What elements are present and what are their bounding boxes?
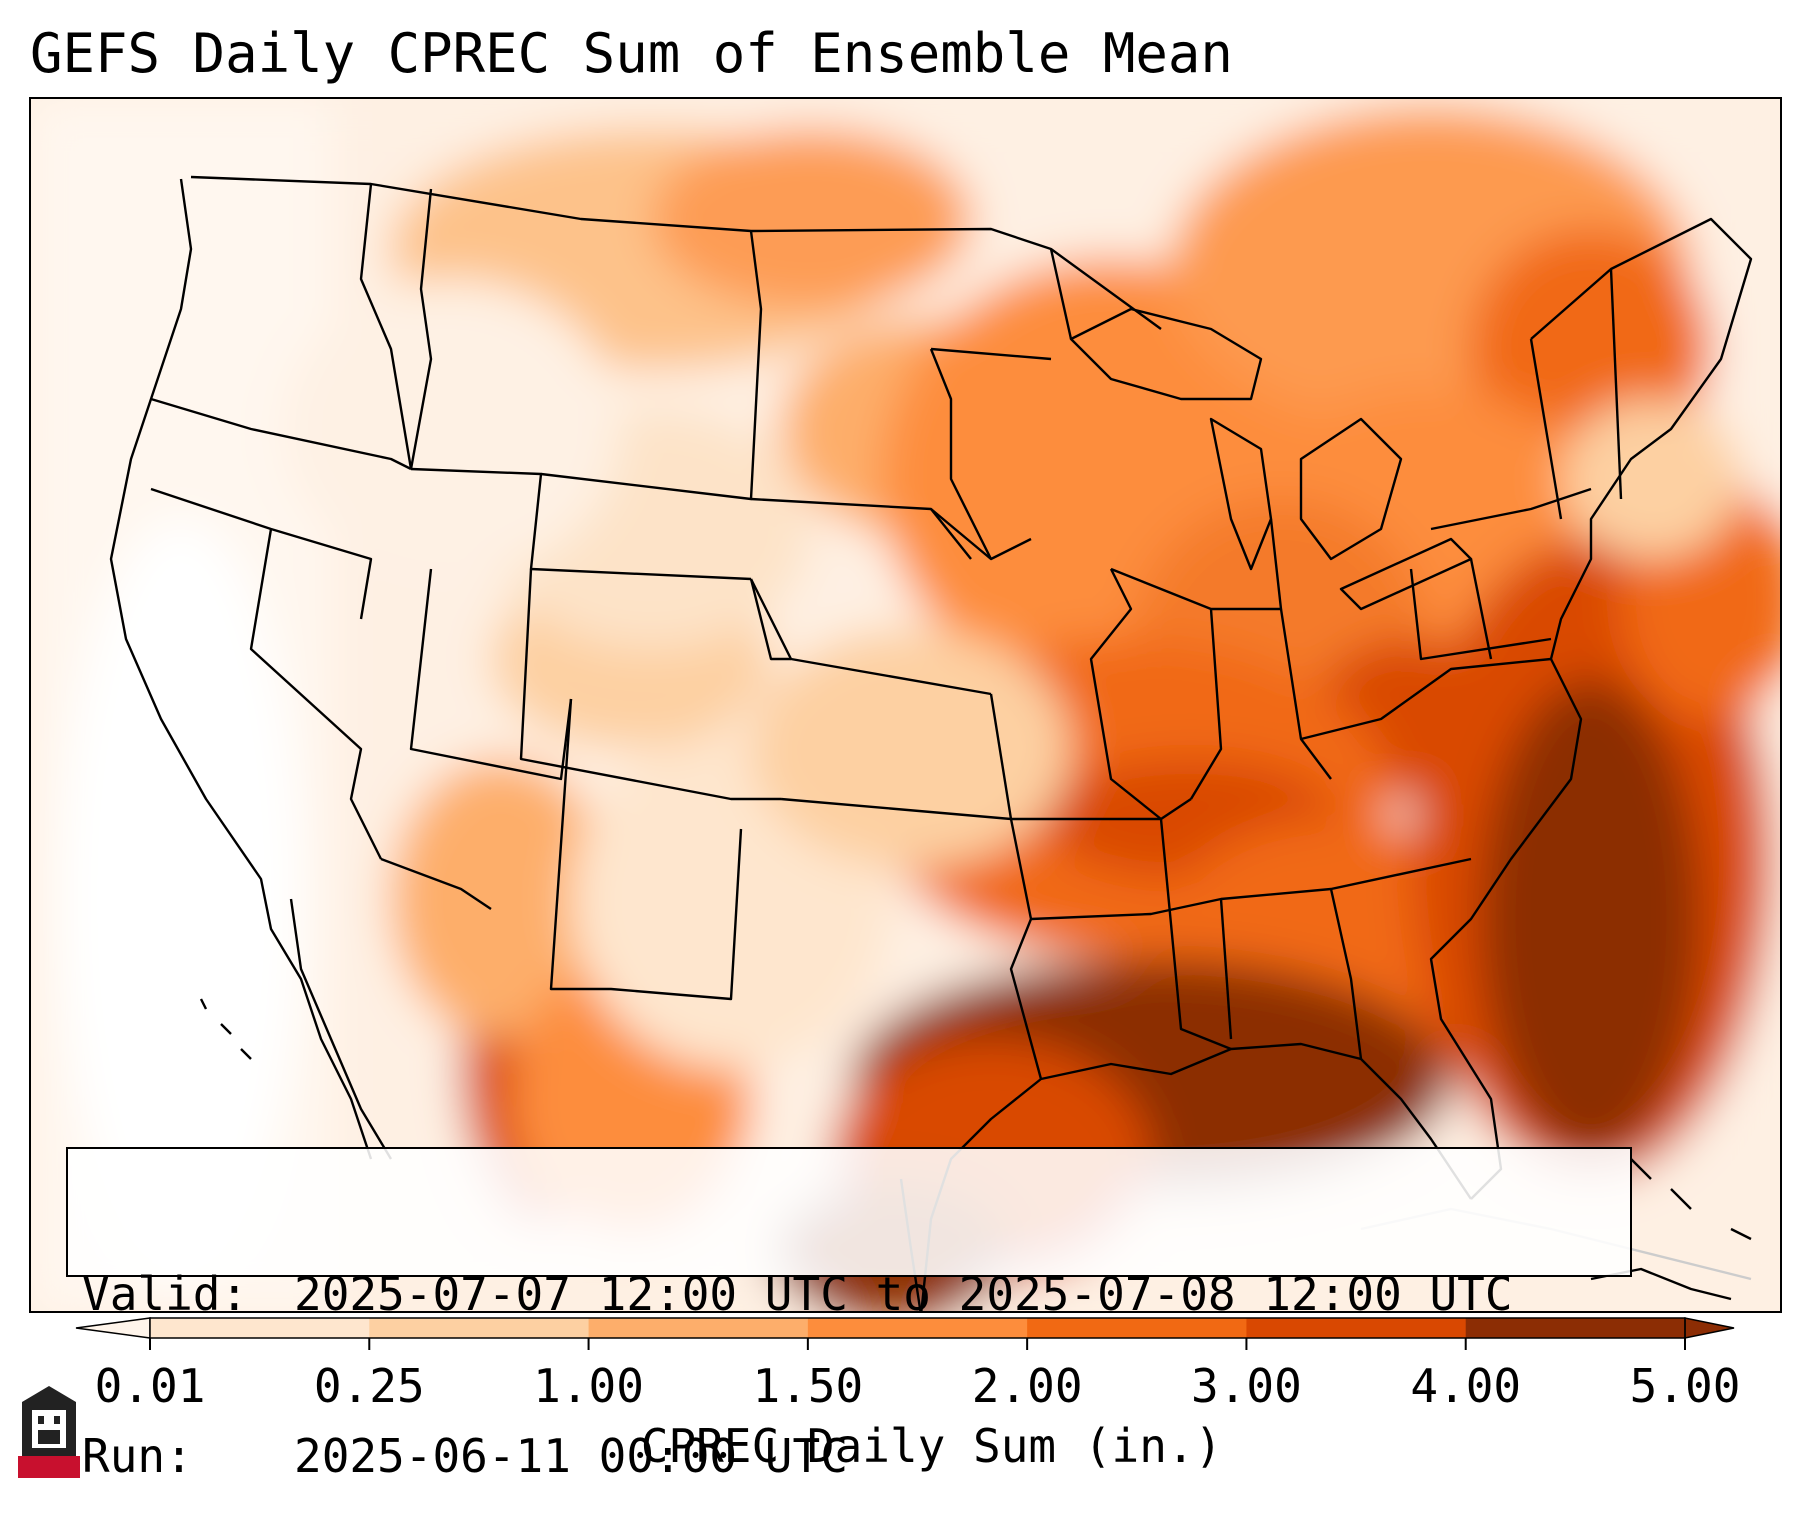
valid-label: Valid: (82, 1267, 249, 1321)
valid-line: Valid: 2025-07-07 12:00 UTC to 2025-07-08… (82, 1267, 1630, 1321)
colorbar-tick-label: 3.00 (1191, 1359, 1302, 1413)
run-line: Run: 2025-06-11 00:00 UTC (82, 1429, 1630, 1483)
colorbar (75, 1317, 1735, 1350)
colorbar-label: CPREC Daily Sum (in.) (640, 1419, 1223, 1473)
colorbar-tick-label: 2.00 (971, 1359, 1083, 1413)
colorbar-tick-label: 4.00 (1410, 1359, 1522, 1413)
colorbar-segment (807, 1318, 1028, 1338)
colorbar-segment (150, 1318, 370, 1338)
colorbar-extend-min (75, 1317, 151, 1339)
colorbar-tick-label: 0.25 (313, 1359, 425, 1413)
colorbar-tick-label: 0.01 (94, 1359, 206, 1413)
state-boundaries (109, 175, 1753, 1311)
colorbar-segment (588, 1318, 809, 1338)
colorbar-tick-label: 1.50 (752, 1359, 864, 1413)
precipitation-field (31, 99, 1780, 1311)
colorbar-segment (1465, 1318, 1686, 1338)
valid-value: 2025-07-07 12:00 UTC to 2025-07-08 12:00… (294, 1267, 1513, 1321)
colorbar-outline (149, 1317, 1686, 1339)
map-title: GEFS Daily CPREC Sum of Ensemble Mean (30, 22, 1233, 85)
precipitation-map (29, 97, 1782, 1313)
run-value: 2025-06-11 00:00 UTC (294, 1429, 848, 1483)
colorbar-segment (1246, 1318, 1467, 1338)
colorbar-extend-max (1684, 1317, 1735, 1339)
run-label: Run: (82, 1429, 193, 1483)
colorbar-tick-label: 5.00 (1629, 1359, 1741, 1413)
colorbar-tick-label: 1.00 (533, 1359, 644, 1413)
niu-logo (18, 1386, 80, 1478)
valid-run-info-box: Valid: 2025-07-07 12:00 UTC to 2025-07-08… (66, 1147, 1632, 1483)
colorbar-segment (1027, 1318, 1247, 1338)
colorbar-segment (369, 1318, 590, 1338)
